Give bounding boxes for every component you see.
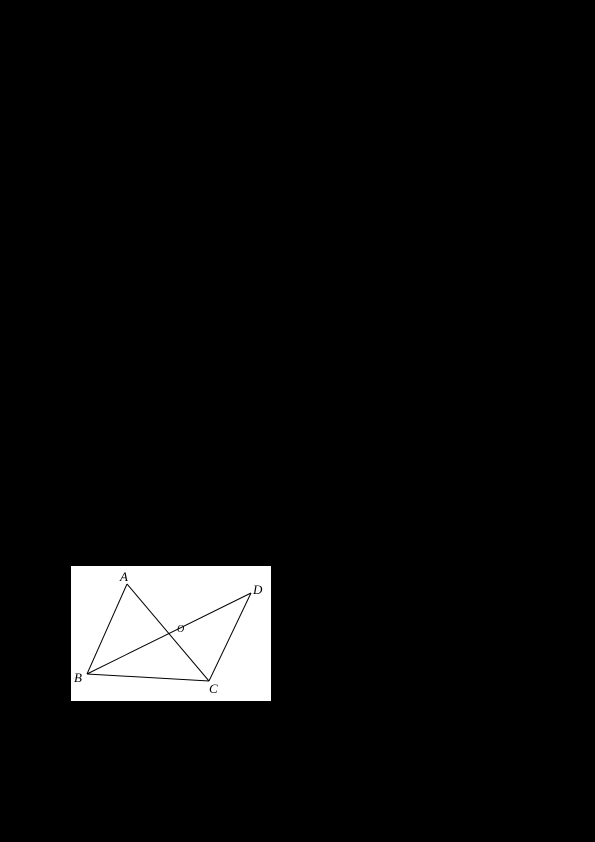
label-D: D xyxy=(253,582,262,598)
label-A: A xyxy=(120,569,128,585)
label-O: O xyxy=(177,624,184,635)
label-B: B xyxy=(74,670,82,686)
geometry-diagram: A B C D O xyxy=(71,566,271,701)
label-C: C xyxy=(209,681,218,697)
diagram-svg xyxy=(71,566,271,701)
